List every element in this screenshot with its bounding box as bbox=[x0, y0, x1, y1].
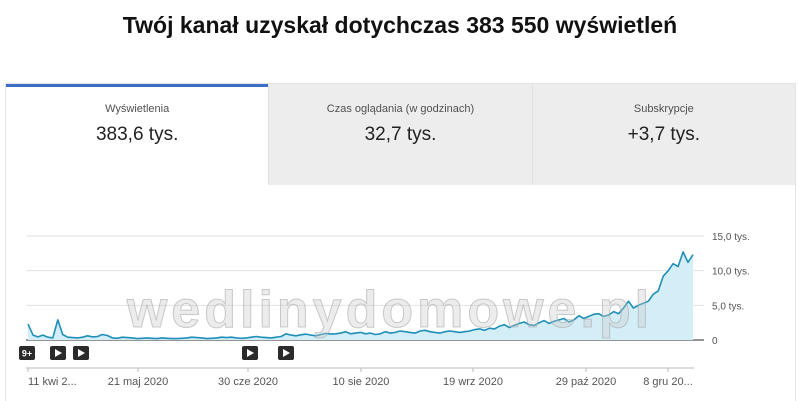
x-tick-label: 10 sie 2020 bbox=[333, 376, 390, 388]
count-badge-icon[interactable]: 9+ bbox=[19, 346, 35, 360]
y-tick-label: 5,0 tys. bbox=[712, 301, 744, 312]
series-area bbox=[28, 251, 693, 340]
y-tick-label: 0 bbox=[712, 336, 718, 347]
x-tick-label: 11 kwi 2... bbox=[28, 376, 77, 388]
metric-tabs: Wyświetlenia 383,6 tys. Czas oglądania (… bbox=[6, 84, 795, 185]
video-play-icon[interactable] bbox=[242, 346, 258, 360]
analytics-card: Wyświetlenia 383,6 tys. Czas oglądania (… bbox=[5, 83, 796, 401]
tab-value: 383,6 tys. bbox=[95, 124, 179, 145]
tab-label: Wyświetlenia bbox=[105, 103, 170, 115]
y-tick-label: 10,0 tys. bbox=[712, 267, 750, 278]
tab-value: 32,7 tys. bbox=[364, 124, 437, 145]
y-tick-label: 15,0 tys. bbox=[712, 232, 750, 243]
x-tick-label: 21 maj 2020 bbox=[108, 376, 169, 388]
tab-watch-time[interactable]: Czas oglądania (w godzinach) 32,7 tys. bbox=[268, 84, 532, 185]
tab-value: +3,7 tys. bbox=[627, 124, 700, 145]
x-tick-label: 19 wrz 2020 bbox=[443, 376, 503, 388]
tab-views[interactable]: Wyświetlenia 383,6 tys. bbox=[6, 84, 269, 185]
video-play-icon[interactable] bbox=[50, 346, 66, 360]
series-line bbox=[27, 251, 694, 340]
tab-subscriptions[interactable]: Subskrypcje +3,7 tys. bbox=[531, 84, 795, 185]
x-tick-label: 8 gru 20... bbox=[643, 376, 693, 388]
svg-text:9+: 9+ bbox=[22, 349, 32, 359]
tab-label: Czas oglądania (w godzinach) bbox=[326, 103, 475, 115]
x-tick-label: 30 cze 2020 bbox=[218, 376, 278, 388]
video-play-icon[interactable] bbox=[73, 346, 89, 360]
page-title: Twój kanał uzyskał dotychczas 383 550 wy… bbox=[122, 12, 678, 38]
x-tick-label: 29 paź 2020 bbox=[556, 376, 617, 388]
tab-label: Subskrypcje bbox=[633, 103, 694, 115]
video-play-icon[interactable] bbox=[278, 346, 294, 360]
